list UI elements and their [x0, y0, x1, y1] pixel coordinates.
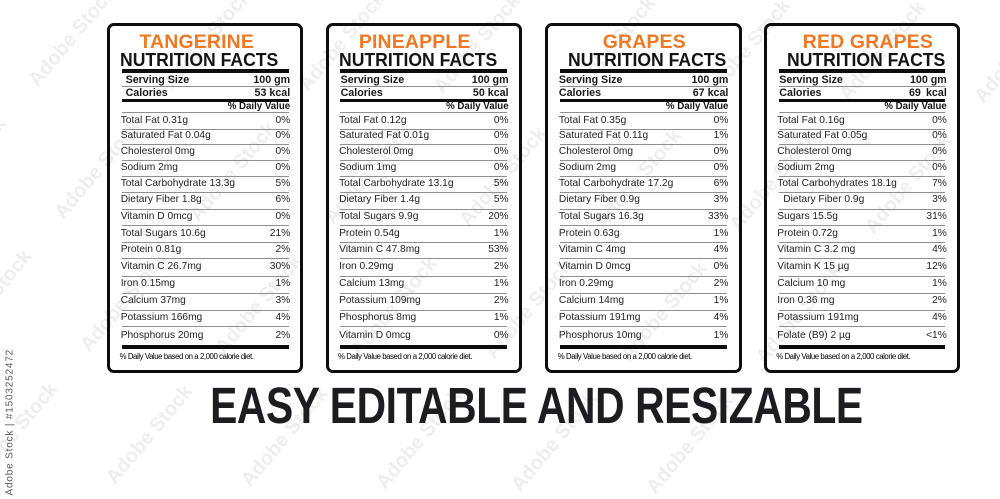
svg-text:Adobe Stock: Adobe Stock: [970, 0, 1000, 107]
svg-text:Adobe Stock: Adobe Stock: [24, 0, 120, 91]
